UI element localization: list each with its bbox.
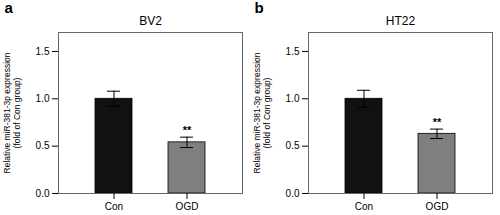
svg-text:**: ** [183, 124, 192, 136]
svg-text:HT22: HT22 [386, 14, 416, 28]
svg-text:Con: Con [355, 201, 373, 212]
svg-text:OGD: OGD [176, 201, 199, 212]
svg-text:a: a [5, 0, 14, 16]
svg-text:1.0: 1.0 [286, 93, 300, 104]
svg-text:BV2: BV2 [139, 14, 162, 28]
svg-text:**: ** [433, 116, 442, 128]
svg-text:Con: Con [105, 201, 123, 212]
svg-text:Relative miR-381-3p expression: Relative miR-381-3p expression(fold of C… [252, 52, 272, 173]
svg-text:OGD: OGD [426, 201, 449, 212]
svg-text:0.0: 0.0 [286, 188, 300, 199]
svg-text:1.5: 1.5 [36, 46, 50, 57]
svg-text:Relative miR-381-3p expression: Relative miR-381-3p expression(fold of C… [2, 52, 22, 173]
svg-text:1.0: 1.0 [36, 93, 50, 104]
svg-text:0.5: 0.5 [36, 140, 50, 151]
svg-text:0.5: 0.5 [286, 140, 300, 151]
svg-text:0.0: 0.0 [36, 188, 50, 199]
svg-text:1.5: 1.5 [286, 46, 300, 57]
svg-text:b: b [255, 0, 264, 16]
